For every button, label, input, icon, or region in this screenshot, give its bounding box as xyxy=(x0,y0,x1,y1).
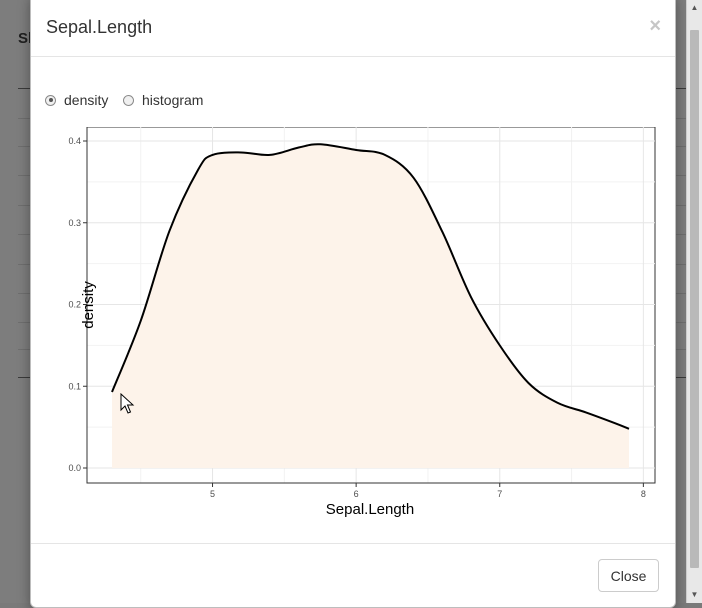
radio-button-unchecked[interactable] xyxy=(123,94,134,106)
y-axis-title: density xyxy=(80,281,97,329)
background-title: Sl xyxy=(18,30,33,47)
modal-dialog: Sepal.Length × density histogram 5 6 7 8 0.… xyxy=(30,0,676,608)
y-axis: 0.0 0.1 0.2 0.3 0.4 xyxy=(68,127,88,483)
radio-button-checked[interactable] xyxy=(45,94,56,106)
x-axis: 5 6 7 8 xyxy=(87,482,655,499)
radio-label-histogram: histogram xyxy=(142,92,204,108)
close-icon[interactable]: × xyxy=(649,15,661,37)
y-tick-label: 0.4 xyxy=(68,136,81,146)
x-tick-label: 5 xyxy=(210,489,215,499)
scroll-up-arrow-icon[interactable]: ▲ xyxy=(690,3,699,12)
modal-title: Sepal.Length xyxy=(46,17,153,37)
modal-footer: Close xyxy=(31,543,675,608)
radio-histogram[interactable]: histogram xyxy=(123,92,203,108)
close-button[interactable]: Close xyxy=(598,559,659,592)
modal-header: Sepal.Length × xyxy=(31,0,675,57)
y-tick-label: 0.3 xyxy=(68,218,81,228)
scrollbar-thumb[interactable] xyxy=(690,30,699,568)
radio-density[interactable]: density xyxy=(45,92,108,108)
x-axis-title: Sepal.Length xyxy=(326,501,414,518)
y-tick-label: 0.0 xyxy=(68,463,81,473)
scroll-down-arrow-icon[interactable]: ▼ xyxy=(690,590,699,599)
x-tick-label: 7 xyxy=(497,489,502,499)
y-tick-label: 0.1 xyxy=(68,381,81,391)
page-scrollbar[interactable]: ▲ ▼ xyxy=(686,0,702,603)
x-tick-label: 8 xyxy=(641,489,646,499)
y-tick-label: 0.2 xyxy=(68,300,81,310)
density-area xyxy=(112,144,629,468)
radio-label-density: density xyxy=(64,92,109,108)
density-curve xyxy=(111,143,630,430)
mouse-pointer-icon xyxy=(120,393,135,414)
density-plot: 5 6 7 8 0.0 0.1 0.2 0.3 0.4 Sepal.Length densit… xyxy=(68,127,656,518)
x-tick-label: 6 xyxy=(354,489,359,499)
